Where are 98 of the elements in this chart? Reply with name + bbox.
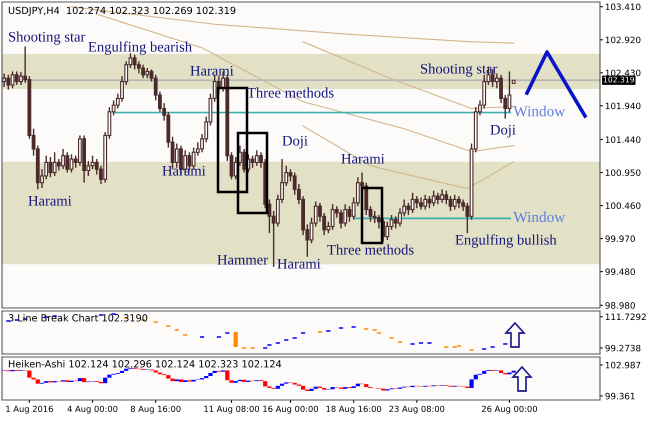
y-tick-label: 101.440 xyxy=(606,136,640,143)
candlestick xyxy=(414,195,419,209)
candlestick xyxy=(394,216,398,230)
candlestick xyxy=(428,195,432,209)
annotation: Engulfing bullish xyxy=(455,234,556,248)
bar xyxy=(474,374,478,380)
bar xyxy=(36,379,40,384)
bar xyxy=(82,378,86,382)
candlestick xyxy=(2,72,6,88)
bar xyxy=(27,370,32,378)
candlestick xyxy=(52,152,57,177)
annotation: Three methods xyxy=(247,87,334,98)
y-tick-label: 100.460 xyxy=(606,202,640,209)
candlestick xyxy=(339,208,343,230)
x-tick-label: 18 Aug 16:00 xyxy=(326,406,382,414)
y-tick-label: 102.430 xyxy=(606,70,640,76)
annotation: Harami xyxy=(190,66,234,76)
annotation: Harami xyxy=(28,196,72,206)
chart-title: USDJPY,H4 102.274 102.323 102.269 102.319 xyxy=(8,6,236,16)
bar xyxy=(364,384,368,388)
annotation: Harami xyxy=(341,154,384,164)
bar xyxy=(482,370,486,374)
y-tick-label: 99.970 xyxy=(605,235,635,242)
bar xyxy=(208,372,213,376)
bar xyxy=(204,376,208,378)
candlestick xyxy=(242,148,246,174)
bar xyxy=(166,375,170,379)
candlestick xyxy=(145,67,150,79)
y-tick-label: 99.2738 xyxy=(605,344,640,352)
candlestick xyxy=(452,194,457,210)
x-tick-label: 16 Aug 00:00 xyxy=(263,406,318,414)
y-tick-label: 103.410 xyxy=(606,4,640,10)
bar xyxy=(263,381,268,386)
y-tick-label: 98.980 xyxy=(605,302,635,309)
candlestick xyxy=(14,70,19,86)
candlestick xyxy=(432,190,436,207)
ref-line-label: Window xyxy=(513,106,566,116)
candlestick xyxy=(254,150,259,166)
candlestick xyxy=(141,64,145,79)
x-tick-label: 1 Aug 2016 xyxy=(6,406,53,414)
annotation: Doji xyxy=(490,124,516,138)
candlestick xyxy=(65,152,70,174)
y-tick-label: 99.361 xyxy=(605,392,635,400)
annotation: Harami xyxy=(277,258,320,269)
chart-title: Heiken-Ashi 102.124 102.296 102.124 102.323 102.124 xyxy=(8,360,282,368)
x-tick-label: 4 Aug 00:00 xyxy=(68,406,118,414)
candlestick xyxy=(444,190,448,205)
bar xyxy=(498,370,504,373)
candlestick xyxy=(440,188,444,204)
annotation: Shooting star xyxy=(8,31,86,45)
y-tick-label: 102.987 xyxy=(606,362,640,368)
bar xyxy=(170,378,175,382)
candlestick xyxy=(6,74,10,90)
bar xyxy=(107,374,112,378)
chart-title: 3 Line Break Chart 102.3190 xyxy=(8,314,148,322)
bar xyxy=(103,378,108,384)
candlestick xyxy=(385,221,390,241)
ref-line-label: Window xyxy=(513,211,566,222)
candlestick xyxy=(132,54,137,70)
candlestick xyxy=(457,195,461,209)
bar xyxy=(178,379,184,382)
y-tick-label: 99.480 xyxy=(605,268,635,276)
candlestick xyxy=(48,156,52,178)
x-tick-label: 8 Aug 16:00 xyxy=(130,406,181,414)
candlestick xyxy=(330,204,334,231)
candlestick xyxy=(70,154,74,174)
bar xyxy=(225,370,230,380)
annotation: Doji xyxy=(282,136,308,149)
bar xyxy=(469,379,474,388)
y-tick-label: 101.940 xyxy=(606,102,640,110)
annotation: Engulfing bearish xyxy=(88,41,192,55)
candlestick xyxy=(423,194,428,210)
annotation: Hammer xyxy=(217,254,268,265)
candlestick xyxy=(250,154,254,168)
candlestick xyxy=(44,154,48,180)
x-tick-label: 23 Aug 08:00 xyxy=(389,406,444,414)
candlestick xyxy=(61,148,65,170)
bar xyxy=(356,384,360,386)
candlestick xyxy=(436,192,440,205)
candlestick xyxy=(343,204,348,228)
candlestick xyxy=(10,70,14,89)
bar xyxy=(154,370,158,373)
bar xyxy=(229,380,234,383)
y-tick-label: 100.950 xyxy=(606,169,640,176)
x-tick-label: 26 Aug 00:00 xyxy=(482,406,537,414)
candlestick xyxy=(348,206,352,222)
annotation: Three methods xyxy=(327,244,414,255)
y-tick-label: 111.7292 xyxy=(606,314,646,320)
candlestick xyxy=(406,202,410,216)
bar xyxy=(276,386,280,389)
bar xyxy=(234,332,238,347)
y-tick-label: 102.920 xyxy=(606,36,640,44)
x-tick-label: 11 Aug 08:00 xyxy=(204,406,260,414)
candlestick xyxy=(419,196,423,210)
candlestick xyxy=(410,192,414,214)
candlestick xyxy=(56,158,61,172)
candlestick xyxy=(377,214,381,230)
bar xyxy=(78,378,82,382)
